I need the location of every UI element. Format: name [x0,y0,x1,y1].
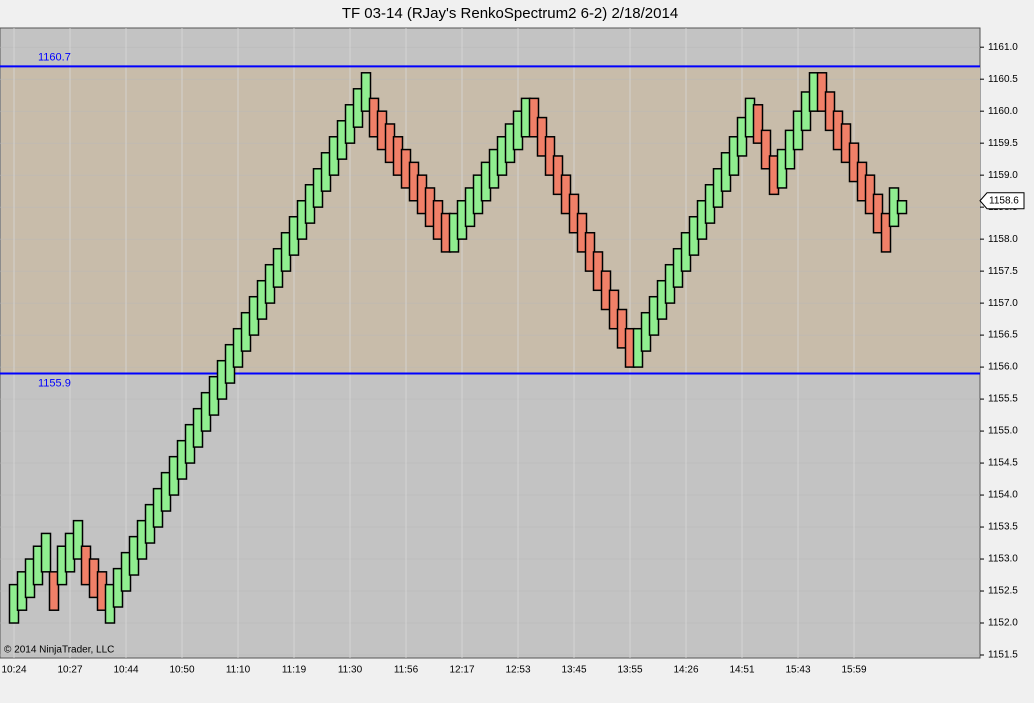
x-tick-label: 15:59 [841,665,866,676]
x-tick-label: 10:44 [113,665,138,676]
last-price-label: 1158.6 [989,195,1019,206]
level-label: 1160.7 [38,51,71,63]
y-tick-label: 1160.0 [988,106,1018,117]
x-tick-label: 10:27 [57,665,82,676]
y-tick-label: 1156.5 [988,330,1018,341]
x-tick-label: 15:43 [785,665,810,676]
last-price-marker [979,192,1025,210]
y-tick-label: 1160.5 [988,74,1018,85]
range-band [1,66,980,374]
y-tick-label: 1154.5 [988,458,1018,469]
x-tick-label: 11:56 [394,665,419,676]
y-tick-label: 1156.0 [988,362,1018,373]
x-tick-label: 11:19 [282,665,307,676]
y-tick-label: 1152.0 [988,618,1018,629]
y-tick-label: 1157.0 [988,298,1018,309]
x-tick-label: 10:50 [169,665,194,676]
x-tick-label: 12:17 [449,665,474,676]
x-tick-label: 13:55 [617,665,642,676]
y-tick-label: 1153.5 [988,522,1018,533]
y-tick-label: 1151.5 [988,650,1018,661]
chart-title: TF 03-14 (RJay's RenkoSpectrum2 6-2) 2/1… [342,5,678,22]
y-tick-label: 1161.0 [988,42,1018,53]
x-tick-label: 14:26 [673,665,698,676]
x-tick-label: 11:10 [226,665,251,676]
y-tick-label: 1154.0 [988,490,1018,501]
copyright: © 2014 NinjaTrader, LLC [4,645,114,656]
renko-brick [752,104,764,144]
renko-brick [360,72,372,112]
y-tick-label: 1155.0 [988,426,1018,437]
x-tick-label: 13:45 [561,665,586,676]
renko-brick [760,129,772,170]
y-tick-label: 1153.0 [988,554,1018,565]
renko-brick [880,212,892,253]
y-tick-label: 1157.5 [988,266,1018,277]
renko-brick [48,571,60,611]
y-tick-label: 1159.0 [988,170,1018,181]
renko-brick [72,519,84,560]
y-tick-label: 1158.0 [988,234,1018,245]
x-tick-label: 10:24 [1,665,26,676]
y-tick-label: 1155.5 [988,394,1018,405]
renko-brick [896,199,908,215]
x-tick-label: 11:30 [338,665,363,676]
y-tick-label: 1159.5 [988,138,1018,149]
level-label: 1155.9 [38,377,71,389]
renko-brick [40,532,52,573]
x-tick-label: 12:53 [505,665,530,676]
x-tick-label: 14:51 [729,665,754,676]
y-tick-label: 1152.5 [988,586,1018,597]
